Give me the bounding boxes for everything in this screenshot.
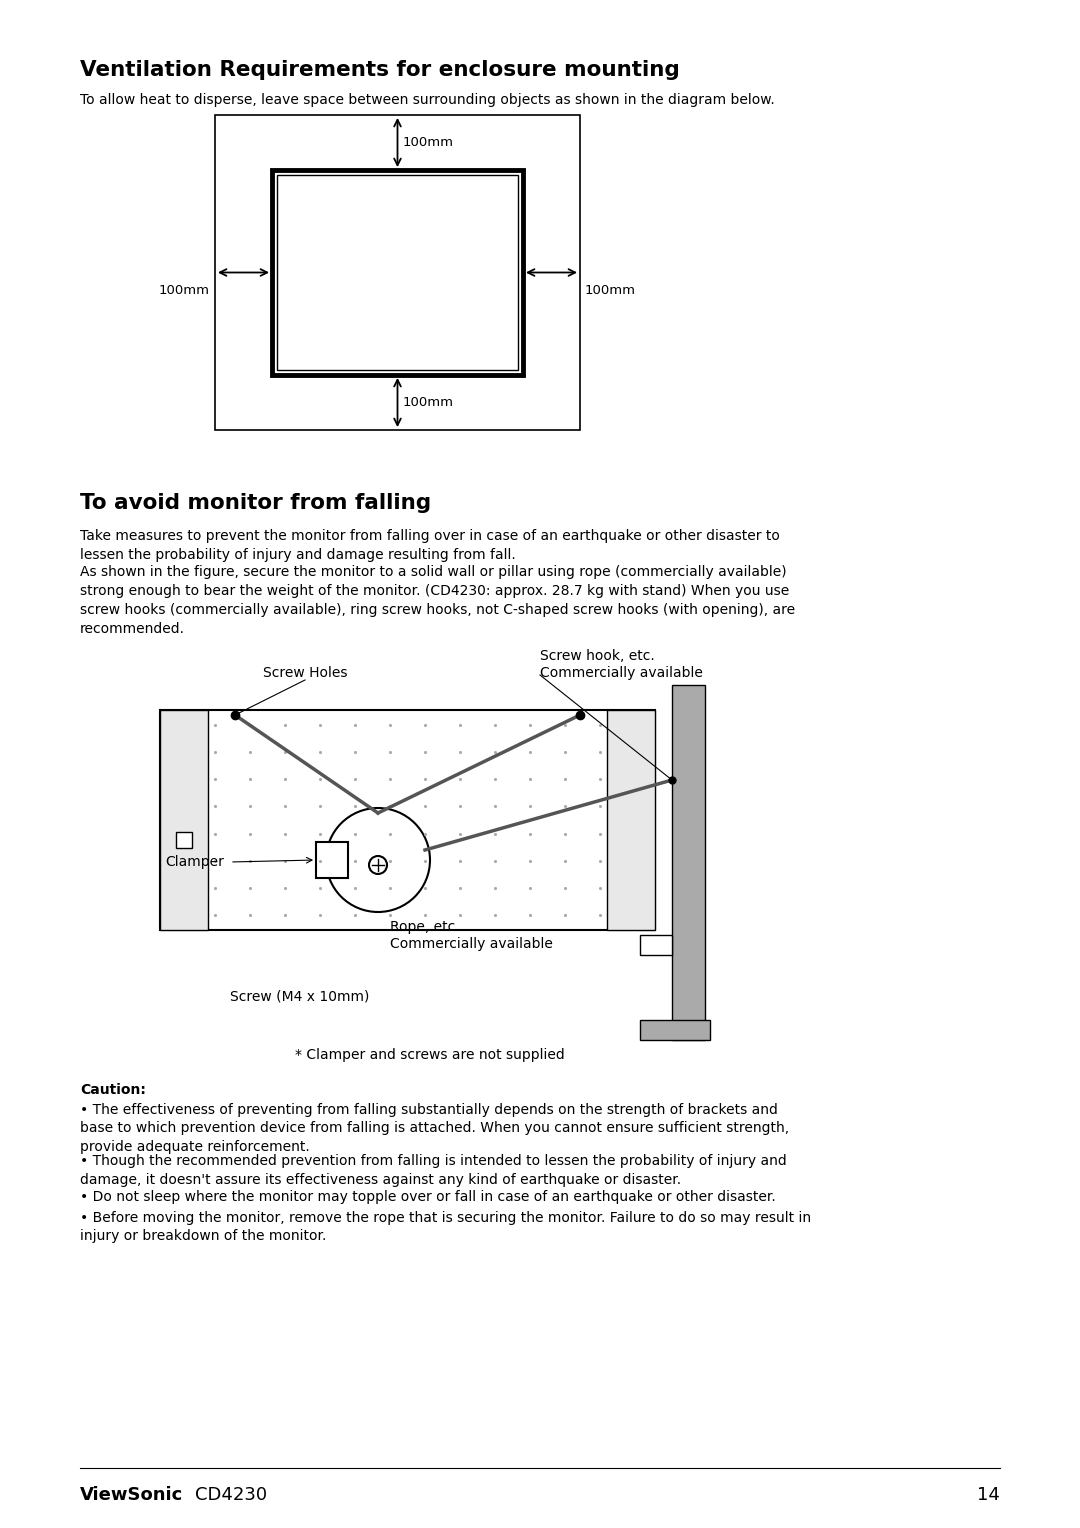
Text: ViewSonic: ViewSonic xyxy=(80,1487,184,1504)
Text: Caution:: Caution: xyxy=(80,1083,146,1097)
Bar xyxy=(176,833,192,848)
Bar xyxy=(640,1021,710,1041)
Text: Take measures to prevent the monitor from falling over in case of an earthquake : Take measures to prevent the monitor fro… xyxy=(80,529,780,562)
Text: Screw Holes: Screw Holes xyxy=(262,666,348,680)
Text: To allow heat to disperse, leave space between surrounding objects as shown in t: To allow heat to disperse, leave space b… xyxy=(80,93,774,107)
Bar xyxy=(607,711,654,931)
Text: • Though the recommended prevention from falling is intended to lessen the proba: • Though the recommended prevention from… xyxy=(80,1155,786,1187)
Text: 100mm: 100mm xyxy=(403,396,454,410)
Bar xyxy=(316,842,348,879)
Bar xyxy=(160,711,654,931)
Bar xyxy=(276,176,518,370)
Bar xyxy=(672,685,705,1041)
Text: Ventilation Requirements for enclosure mounting: Ventilation Requirements for enclosure m… xyxy=(80,60,679,79)
Text: Screw (M4 x 10mm): Screw (M4 x 10mm) xyxy=(230,990,369,1004)
Text: • Do not sleep where the monitor may topple over or fall in case of an earthquak: • Do not sleep where the monitor may top… xyxy=(80,1190,775,1204)
Text: Rope, etc.
Commercially available: Rope, etc. Commercially available xyxy=(390,920,553,952)
Bar xyxy=(160,711,208,931)
Text: To avoid monitor from falling: To avoid monitor from falling xyxy=(80,494,431,513)
Bar xyxy=(640,935,672,955)
Text: • Before moving the monitor, remove the rope that is securing the monitor. Failu: • Before moving the monitor, remove the … xyxy=(80,1212,811,1244)
Text: • The effectiveness of preventing from falling substantially depends on the stre: • The effectiveness of preventing from f… xyxy=(80,1103,789,1154)
Text: As shown in the figure, secure the monitor to a solid wall or pillar using rope : As shown in the figure, secure the monit… xyxy=(80,565,795,636)
Text: CD4230: CD4230 xyxy=(195,1487,267,1504)
Text: * Clamper and screws are not supplied: * Clamper and screws are not supplied xyxy=(295,1048,565,1062)
Bar xyxy=(215,115,580,429)
Text: 100mm: 100mm xyxy=(585,284,636,298)
Bar xyxy=(272,170,523,374)
Text: Clamper: Clamper xyxy=(165,856,224,869)
Text: 14: 14 xyxy=(977,1487,1000,1504)
Text: 100mm: 100mm xyxy=(159,284,210,298)
Text: 100mm: 100mm xyxy=(403,136,454,150)
Text: Screw hook, etc.
Commercially available: Screw hook, etc. Commercially available xyxy=(540,649,703,680)
